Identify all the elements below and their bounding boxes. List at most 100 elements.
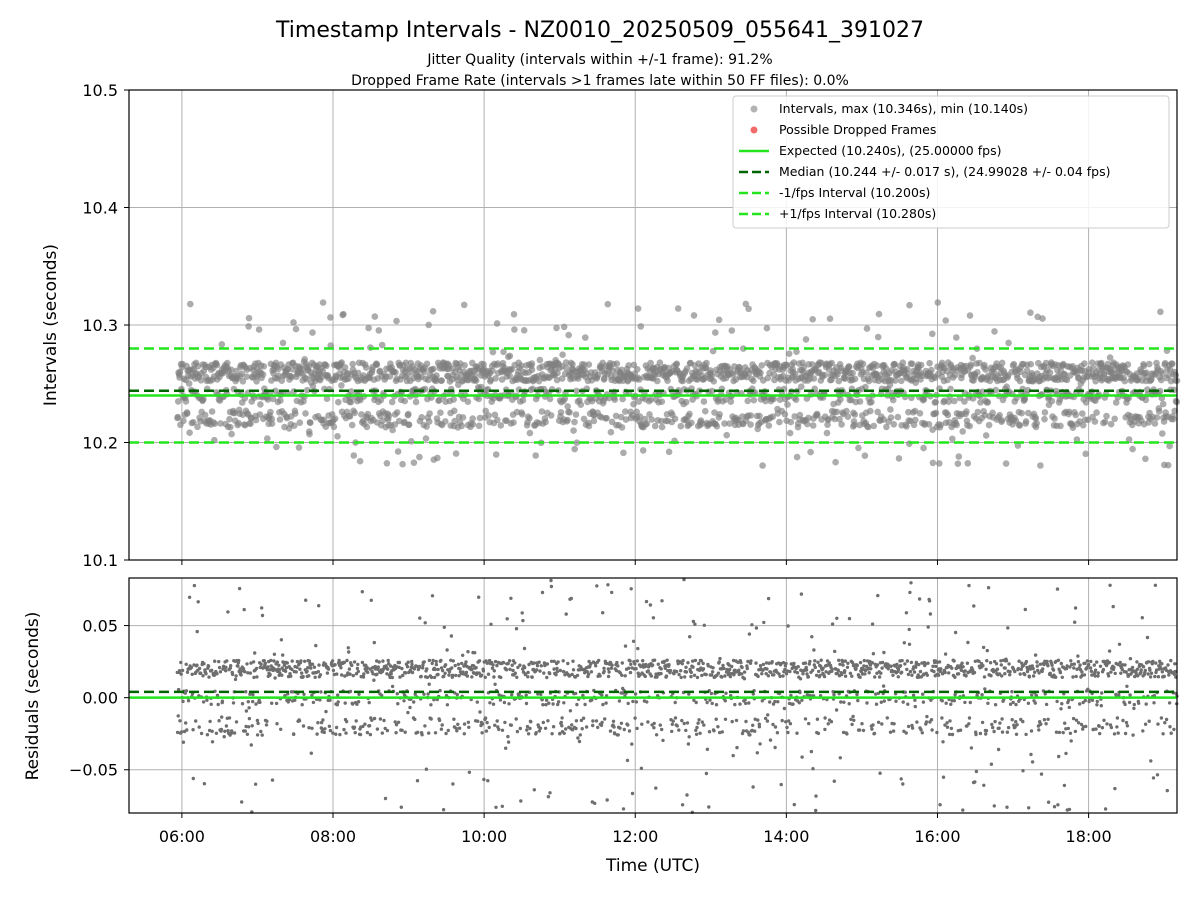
interval-point (647, 359, 654, 367)
residual-point (701, 661, 705, 666)
interval-point (712, 329, 719, 336)
interval-point (405, 410, 412, 418)
residual-point (702, 623, 706, 627)
interval-point (959, 428, 966, 435)
residual-point (1033, 701, 1038, 705)
interval-point (937, 421, 945, 429)
interval-point (564, 416, 571, 424)
residual-point (398, 675, 402, 679)
residual-point (466, 720, 471, 724)
interval-point (450, 396, 457, 403)
residual-point (894, 699, 898, 703)
residual-point (616, 664, 620, 668)
residual-point (988, 661, 993, 665)
residual-point (361, 675, 366, 679)
interval-point (340, 310, 347, 318)
residual-point (518, 663, 522, 667)
residual-point (974, 769, 979, 774)
residual-point (814, 794, 818, 798)
residual-point (1005, 805, 1009, 809)
residual-point (551, 725, 556, 729)
interval-point (458, 422, 466, 430)
legend-item-expected: Expected (10.240s), (25.00000 fps) (739, 143, 1001, 158)
interval-point (859, 360, 867, 368)
interval-point (279, 339, 287, 347)
interval-point (303, 375, 310, 383)
residual-point (220, 699, 225, 703)
interval-point (526, 429, 534, 437)
residual-point (467, 725, 471, 729)
residual-point (912, 670, 917, 674)
interval-point (375, 327, 383, 334)
residual-point (327, 724, 332, 728)
interval-point (553, 376, 561, 384)
residual-point (1161, 732, 1165, 736)
residual-point (838, 662, 842, 666)
residual-point (723, 674, 727, 678)
residual-point (321, 718, 325, 722)
residual-point (581, 716, 586, 720)
residual-point (260, 613, 265, 618)
residual-point (1160, 670, 1165, 674)
residual-point (434, 659, 438, 664)
interval-point (804, 420, 811, 428)
residual-point (403, 730, 407, 734)
residual-point (1112, 665, 1116, 670)
interval-point (557, 409, 565, 416)
residual-point (535, 664, 540, 668)
residual-point (253, 782, 258, 786)
residual-point (644, 662, 648, 667)
interval-point (658, 398, 666, 406)
interval-point (393, 409, 401, 416)
residual-point (377, 660, 381, 664)
residual-point (1013, 669, 1017, 674)
interval-point (747, 421, 754, 428)
interval-point (186, 429, 193, 437)
residual-point (652, 726, 656, 730)
residual-point (985, 648, 989, 653)
residual-point (405, 665, 410, 669)
interval-point (708, 387, 716, 395)
chart-subtitle-jitter: Jitter Quality (intervals within +/-1 fr… (426, 52, 772, 68)
residual-point (483, 716, 488, 720)
residual-point (1083, 698, 1088, 703)
residual-point (1044, 722, 1048, 726)
residual-point (1099, 704, 1104, 708)
residual-point (847, 702, 851, 706)
residual-point (243, 670, 247, 674)
interval-point (637, 323, 645, 330)
residual-point (255, 733, 260, 737)
residual-point (304, 598, 308, 602)
residual-point (443, 671, 447, 675)
interval-point (932, 409, 940, 417)
residual-point (290, 667, 294, 672)
interval-point (656, 359, 664, 367)
interval-point (1014, 442, 1022, 449)
interval-point (338, 359, 346, 366)
residual-point (1017, 659, 1021, 663)
residual-point (854, 666, 858, 671)
interval-point (785, 350, 793, 358)
residual-point (684, 665, 688, 669)
residual-point (689, 674, 693, 679)
residual-point (827, 661, 831, 665)
legend-label-plus-fps: +1/fps Interval (10.280s) (779, 206, 936, 221)
interval-point (378, 341, 386, 349)
interval-point (708, 372, 715, 380)
interval-point (837, 396, 844, 403)
interval-point (726, 420, 733, 427)
interval-point (476, 414, 484, 422)
residual-point (383, 726, 387, 731)
residual-point (1154, 668, 1159, 672)
residual-point (449, 634, 454, 638)
interval-point (639, 447, 647, 454)
residual-point (1031, 674, 1036, 678)
residual-point (714, 703, 719, 707)
residual-point (319, 720, 324, 725)
residual-point (268, 672, 272, 677)
residual-point (999, 663, 1003, 667)
residual-point (1097, 724, 1101, 728)
residual-point (788, 669, 792, 674)
residual-point (671, 719, 675, 723)
residual-point (660, 727, 664, 732)
